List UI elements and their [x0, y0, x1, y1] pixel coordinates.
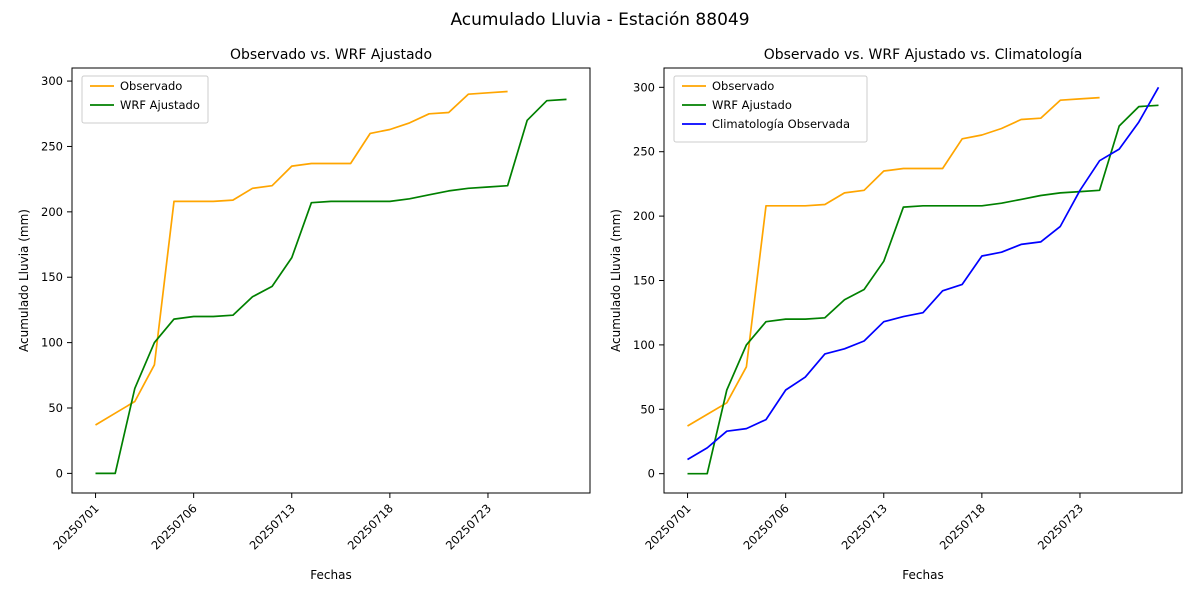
series-line-observado: [687, 96, 1100, 427]
subplot-title: Observado vs. WRF Ajustado: [230, 47, 432, 63]
axes-frame: [71, 67, 591, 494]
y-tick-label: 50: [640, 402, 655, 416]
y-tick-label: 250: [633, 145, 655, 159]
y-tick-label: 200: [41, 205, 63, 219]
y-tick-label: 0: [56, 466, 63, 480]
legend: Observado WRF Ajustado Climatología Observ…: [673, 75, 868, 143]
subplot-observado-vs-wrf-ajustado-vs-climatolog-a: 0 50 100 150 200 250 300 20250701 20250706 202507…: [609, 47, 1183, 582]
x-tick-label: 20250706: [148, 501, 199, 552]
y-tick-label: 150: [633, 274, 655, 288]
x-tick-label: 20250701: [50, 501, 101, 552]
y-tick-label: 100: [633, 338, 655, 352]
x-tick-label: 20250713: [839, 501, 890, 552]
legend-label-observado: Observado: [120, 79, 182, 93]
y-tick-label: 50: [48, 401, 63, 415]
x-tick-label: 20250723: [443, 501, 494, 552]
legend-box: [673, 75, 868, 143]
subplot-title: Observado vs. WRF Ajustado vs. Climatolo…: [764, 47, 1083, 63]
legend-box: [81, 75, 209, 124]
x-axis-label: Fechas: [310, 568, 351, 582]
y-axis-label: Acumulado Lluvia (mm): [17, 209, 31, 352]
series-line-wrf-ajustado: [95, 98, 567, 475]
x-tick-label: 20250701: [642, 501, 693, 552]
x-axis-label: Fechas: [902, 568, 943, 582]
legend-label-observado: Observado: [712, 79, 774, 93]
y-tick-label: 100: [41, 336, 63, 350]
y-tick-label: 250: [41, 139, 63, 153]
y-tick-label: 200: [633, 209, 655, 223]
legend-label-climatolog-a-observada: Climatología Observada: [712, 117, 850, 131]
y-tick-label: 300: [41, 74, 63, 88]
legend-label-wrf-ajustado: WRF Ajustado: [712, 98, 792, 112]
subplot-observado-vs-wrf-ajustado: 0 50 100 150 200 250 300 20250701 20250706 202507…: [17, 47, 591, 582]
legend-label-wrf-ajustado: WRF Ajustado: [120, 98, 200, 112]
y-tick-label: 300: [633, 80, 655, 94]
figure-suptitle: Acumulado Lluvia - Estación 88049: [450, 10, 750, 30]
x-tick-label: 20250718: [937, 501, 988, 552]
y-tick-label: 150: [41, 270, 63, 284]
x-tick-label: 20250706: [740, 501, 791, 552]
series-line-observado: [95, 90, 508, 426]
x-tick-label: 20250723: [1035, 501, 1086, 552]
x-tick-label: 20250713: [247, 501, 298, 552]
x-tick-label: 20250718: [345, 501, 396, 552]
legend: Observado WRF Ajustado: [81, 75, 209, 124]
y-axis-label: Acumulado Lluvia (mm): [609, 209, 623, 352]
series-line-climatolog-a-observada: [687, 86, 1160, 461]
y-tick-label: 0: [648, 467, 655, 481]
